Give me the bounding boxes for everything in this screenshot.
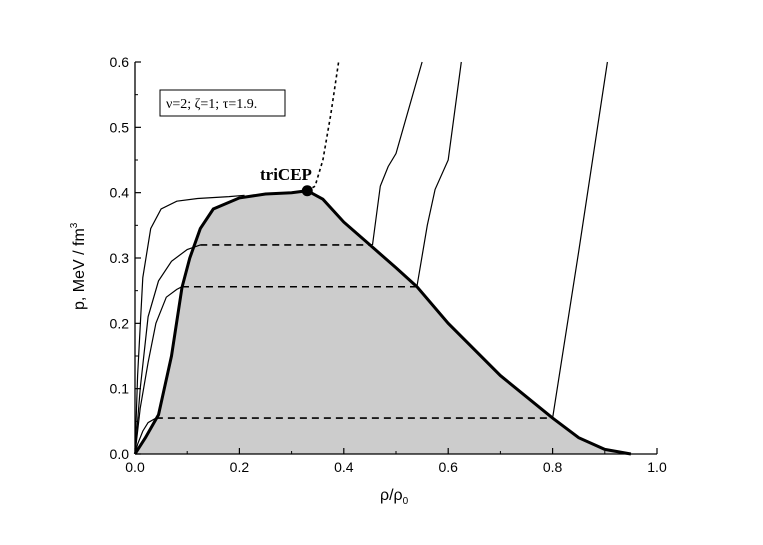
x-tick-label: 0.0 xyxy=(125,459,145,475)
x-tick-label: 0.4 xyxy=(334,459,354,475)
y-axis-title: p, MeV / fm3 xyxy=(69,222,88,310)
isotherm-line xyxy=(134,417,157,455)
x-tick-label: 1.0 xyxy=(647,459,667,475)
x-tick-label: 0.8 xyxy=(543,459,563,475)
tricep-point xyxy=(301,185,313,197)
y-tick-label: 0.5 xyxy=(110,119,130,135)
x-tick-label: 0.2 xyxy=(230,459,250,475)
y-tick-label: 0.1 xyxy=(110,381,130,397)
parameters-note: ν=2; ζ=1; τ=1.9. xyxy=(166,97,257,112)
critical-curve xyxy=(306,61,340,192)
parameters-box: ν=2; ζ=1; τ=1.9. xyxy=(159,89,286,117)
x-tick-label: 0.6 xyxy=(438,459,458,475)
x-axis-title: ρ/ρ0 xyxy=(380,487,409,507)
y-tick-label: 0.0 xyxy=(110,446,130,462)
y-tick-label: 0.3 xyxy=(110,250,130,266)
isotherm-line xyxy=(416,61,462,287)
plot-area: 0.0 0.1 0.2 0.3 0.4 0.5 0.6 0.0 0.2 0.4 0.6 0.8 1.0 xyxy=(110,54,667,475)
tricep-label: triCEP xyxy=(260,165,312,184)
y-tick-label: 0.2 xyxy=(110,315,130,331)
two-phase-region xyxy=(135,190,657,454)
y-tick-label: 0.4 xyxy=(110,185,130,201)
isotherm-line xyxy=(134,286,183,455)
y-tick-label: 0.6 xyxy=(110,54,130,70)
isotherm-line xyxy=(552,61,608,419)
isotherm-line xyxy=(371,61,423,245)
isotherm-line xyxy=(134,194,245,455)
